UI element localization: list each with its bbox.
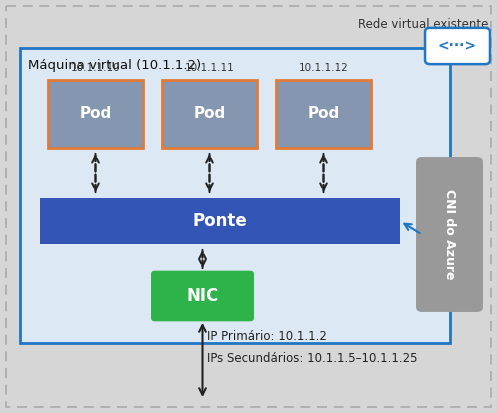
Text: NIC: NIC: [186, 287, 219, 305]
Text: IPs Secundários: 10.1.1.5–10.1.1.25: IPs Secundários: 10.1.1.5–10.1.1.25: [208, 352, 418, 365]
FancyBboxPatch shape: [425, 28, 490, 64]
Text: IP Primário: 10.1.1.2: IP Primário: 10.1.1.2: [208, 330, 328, 343]
Text: Máquina virtual (10.1.1.2): Máquina virtual (10.1.1.2): [28, 59, 201, 73]
FancyBboxPatch shape: [416, 157, 483, 312]
FancyBboxPatch shape: [20, 48, 450, 343]
Text: <···>: <···>: [438, 39, 477, 53]
Text: Ponte: Ponte: [193, 212, 248, 230]
Text: CNI do Azure: CNI do Azure: [443, 189, 456, 280]
Text: 10.1.1.10: 10.1.1.10: [71, 63, 120, 73]
FancyBboxPatch shape: [48, 80, 143, 148]
Text: Rede virtual existente: Rede virtual existente: [358, 18, 488, 31]
FancyBboxPatch shape: [6, 6, 491, 407]
Text: 10.1.1.12: 10.1.1.12: [299, 63, 348, 73]
Text: Pod: Pod: [80, 107, 112, 121]
FancyBboxPatch shape: [40, 198, 400, 244]
FancyBboxPatch shape: [162, 80, 257, 148]
FancyBboxPatch shape: [151, 271, 254, 321]
FancyBboxPatch shape: [276, 80, 371, 148]
Text: Pod: Pod: [307, 107, 339, 121]
Text: 10.1.1.11: 10.1.1.11: [184, 63, 235, 73]
Text: Pod: Pod: [193, 107, 226, 121]
